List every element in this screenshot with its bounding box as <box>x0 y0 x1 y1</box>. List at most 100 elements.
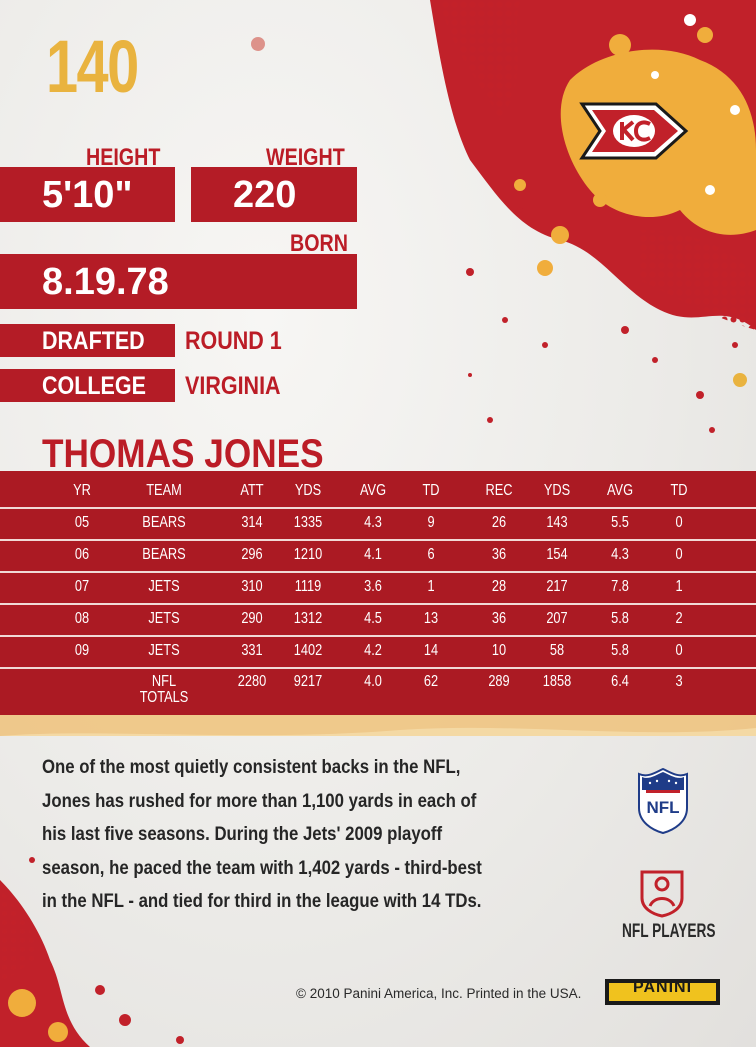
stats-cell: 1858 <box>542 673 572 690</box>
height-label: HEIGHT <box>86 144 161 171</box>
weight-value: 220 <box>233 174 297 216</box>
bio-line: One of the most quietly consistent backs… <box>42 756 461 778</box>
panini-logo: PANINI <box>605 979 720 1005</box>
stats-cell: 4.2 <box>364 642 382 659</box>
stats-cell: 1119 <box>294 578 322 595</box>
stats-totals-row: NFL TOTALS 2280 9217 4.0 62 289 1858 6.4 3 <box>0 668 756 706</box>
stats-cell: 7.8 <box>611 578 629 595</box>
player-bio: One of the most quietly consistent backs… <box>42 751 602 919</box>
stats-cell: 13 <box>423 610 439 627</box>
stats-cell: 4.0 <box>364 673 382 690</box>
weight-label: WEIGHT <box>266 144 345 171</box>
card-number: 140 <box>46 25 139 108</box>
stats-row: 05 BEARS 314 1335 4.3 9 26 143 5.5 0 <box>0 509 756 541</box>
stats-cell: AVG <box>606 482 634 499</box>
stats-cell: YDS <box>294 482 322 499</box>
drafted-value: ROUND 1 <box>185 327 282 355</box>
stats-cell: 2280 <box>237 673 267 690</box>
stats-cell: 6.4 <box>611 673 629 690</box>
stats-cell: 296 <box>241 546 263 563</box>
stats-cell: 207 <box>546 610 568 627</box>
stats-row: 07 JETS 310 1119 3.6 1 28 217 7.8 1 <box>0 573 756 605</box>
bio-line: his last five seasons. During the Jets' … <box>42 823 443 845</box>
stats-cell: JETS <box>148 642 180 659</box>
nfl-players-label: NFL PLAYERS <box>622 921 716 942</box>
height-value: 5'10" <box>42 174 133 216</box>
drafted-label: DRAFTED <box>42 327 145 355</box>
stats-cell: 1335 <box>293 514 323 531</box>
stats-cell: 3 <box>675 673 683 690</box>
stats-cell: 6 <box>427 546 435 563</box>
svg-text:NFL: NFL <box>646 798 679 817</box>
stats-cell: JETS <box>148 578 180 595</box>
stats-cell: 06 <box>74 546 90 563</box>
stats-cell: TD <box>670 482 688 499</box>
stats-cell: 1312 <box>293 610 323 627</box>
row-divider <box>0 635 756 637</box>
stats-cell: 05 <box>74 514 90 531</box>
stats-cell: 217 <box>546 578 568 595</box>
college-label: COLLEGE <box>42 372 146 400</box>
stats-cell: 5.8 <box>611 642 629 659</box>
stats-cell: YDS <box>543 482 571 499</box>
stats-cell: NFL TOTALS <box>139 673 189 706</box>
stats-cell: 9 <box>427 514 435 531</box>
stats-cell: 36 <box>491 610 507 627</box>
chiefs-arrowhead-icon <box>579 102 689 160</box>
stats-cell: JETS <box>148 610 180 627</box>
stats-cell: 1 <box>675 578 683 595</box>
stats-cell: 4.3 <box>611 546 629 563</box>
player-name: THOMAS JONES <box>42 432 324 476</box>
stats-cell: 3.6 <box>364 578 382 595</box>
stats-cell: 289 <box>488 673 510 690</box>
nfl-shield-icon: NFL <box>638 768 688 834</box>
stats-cell: 1210 <box>293 546 323 563</box>
stats-cell: 4.5 <box>364 610 382 627</box>
row-divider <box>0 507 756 509</box>
stats-cell: 1402 <box>293 642 323 659</box>
weight-box: 220 <box>191 167 357 222</box>
stats-cell: 4.1 <box>364 546 382 563</box>
born-label: BORN <box>290 230 348 257</box>
stats-header-row: YR TEAM ATT YDS AVG TD REC YDS AVG TD <box>0 477 756 509</box>
stats-cell: 08 <box>74 610 90 627</box>
row-divider <box>0 603 756 605</box>
stats-cell: REC <box>485 482 513 499</box>
stats-cell: 62 <box>423 673 439 690</box>
stats-cell: BEARS <box>142 546 186 563</box>
stats-cell: ATT <box>240 482 264 499</box>
height-box: 5'10" <box>0 167 175 222</box>
stats-cell: 4.3 <box>364 514 382 531</box>
stats-cell: 0 <box>675 514 683 531</box>
nfl-players-icon <box>640 870 684 918</box>
stats-cell: 07 <box>74 578 90 595</box>
stats-cell: TEAM <box>146 482 182 499</box>
stats-cell: 154 <box>546 546 568 563</box>
stats-cell: 9217 <box>293 673 323 690</box>
stats-cell: BEARS <box>142 514 186 531</box>
stats-table: YR TEAM ATT YDS AVG TD REC YDS AVG TD 05 BEARS 314 13… <box>0 471 756 715</box>
stats-cell: 58 <box>549 642 565 659</box>
college-label-box: COLLEGE <box>0 369 175 402</box>
bio-line: Jones has rushed for more than 1,100 yar… <box>42 789 477 812</box>
drafted-label-box: DRAFTED <box>0 324 175 357</box>
stats-cell: 310 <box>241 578 263 595</box>
bio-line: season, he paced the team with 1,402 yar… <box>42 856 482 879</box>
born-value: 8.19.78 <box>42 261 169 303</box>
row-divider <box>0 667 756 669</box>
college-value: VIRGINIA <box>185 372 281 400</box>
panini-logo-text: PANINI <box>632 979 693 996</box>
stats-cell: 0 <box>675 546 683 563</box>
stats-cell: YR <box>73 482 91 499</box>
stats-cell: 10 <box>491 642 507 659</box>
stats-row: 06 BEARS 296 1210 4.1 6 36 154 4.3 0 <box>0 541 756 573</box>
stats-cell: 26 <box>491 514 507 531</box>
stats-cell: 5.5 <box>611 514 629 531</box>
stats-cell: 2 <box>675 610 683 627</box>
stats-cell: 143 <box>546 514 568 531</box>
stats-cell: 36 <box>491 546 507 563</box>
row-divider <box>0 571 756 573</box>
stats-cell: 1 <box>427 578 435 595</box>
